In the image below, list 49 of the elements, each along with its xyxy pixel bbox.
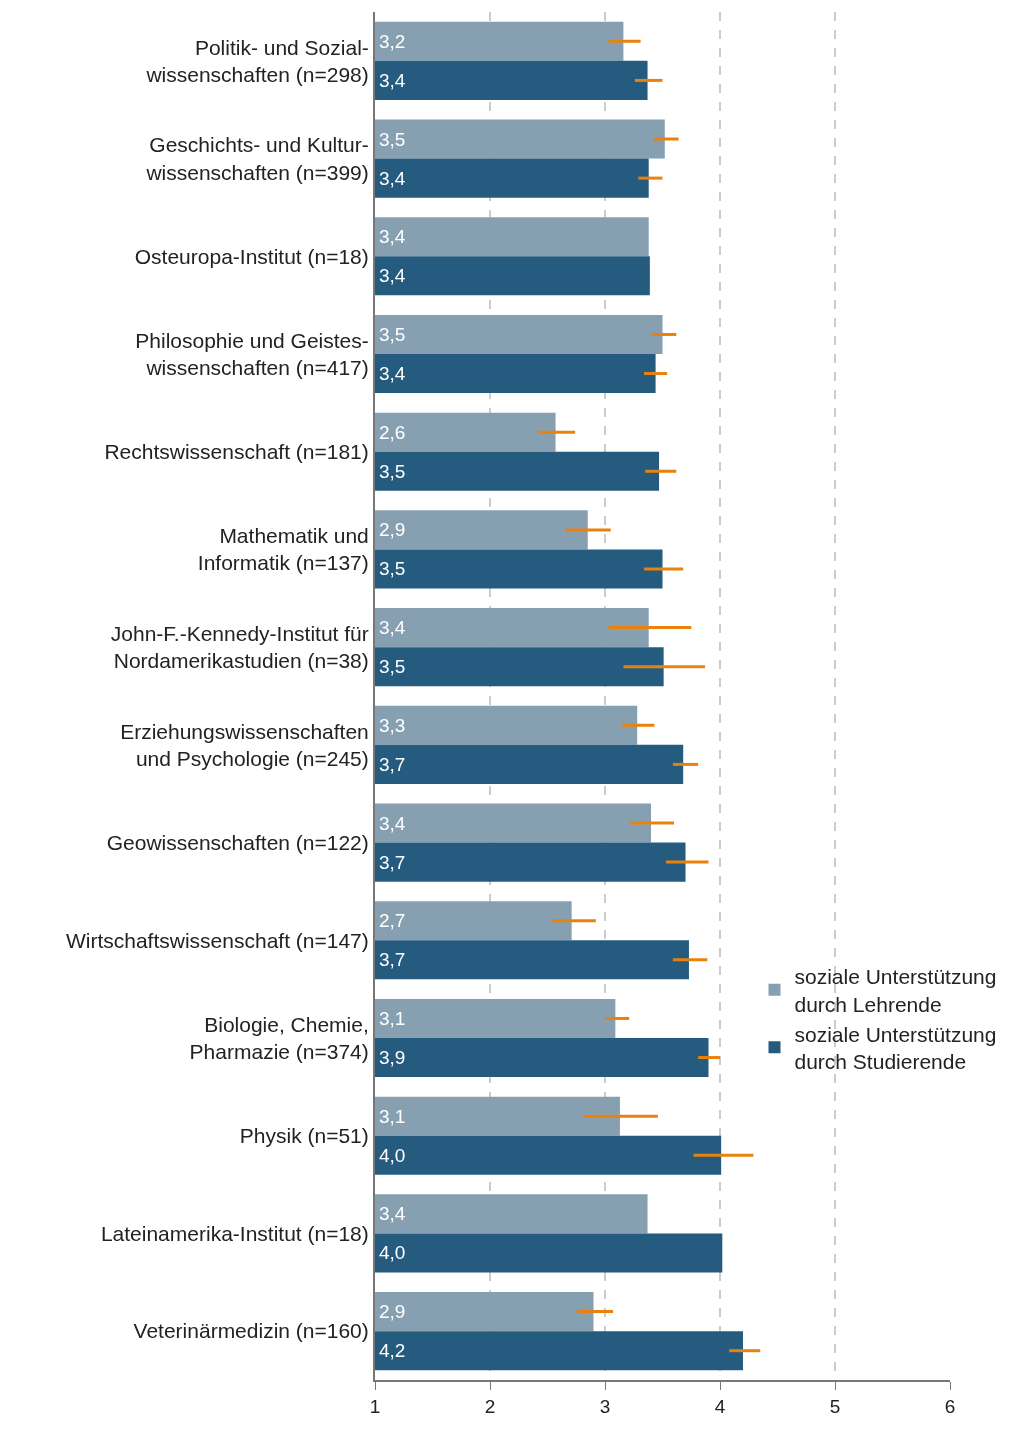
y-tick-label: Osteuropa-Institut (n=18) [134,244,369,268]
data-label: 2,6 [379,422,406,443]
x-tick-label: 6 [944,1395,956,1417]
x-tick-label: 1 [369,1395,381,1417]
x-tick-label: 2 [484,1395,496,1417]
data-label: 2,9 [379,1301,406,1322]
y-tick-label: Mathematik und Informatik (n=137) [197,524,369,575]
data-label: 3,4 [379,168,406,189]
data-label: 4,0 [379,1242,406,1263]
x-tick-label: 3 [599,1395,611,1417]
y-tick-label: Geschichts- und Kultur- wissenschaften (n=399) [145,133,369,184]
data-label: 3,5 [379,461,406,482]
data-label: 3,7 [379,949,406,970]
data-label: 3,4 [379,1203,406,1224]
data-label: 2,7 [379,910,406,931]
data-label: 3,7 [379,754,406,775]
y-tick-label: John-F.-Kennedy-Institut für Nordamerikastudien (n=38) [110,621,369,673]
data-label: 3,4 [379,813,406,834]
data-label: 3,5 [379,656,406,677]
x-tick-label: 5 [829,1395,841,1417]
y-tick-label: Lateinamerika-Institut (n=18) [100,1221,369,1245]
data-label: 3,4 [379,617,406,638]
data-label: 3,7 [379,852,406,873]
y-tick-label: Wirtschaftswissenschaft (n=147) [65,928,369,952]
y-tick-label: Erziehungswissenschaften und Psychologie (n=245) [120,719,369,770]
y-tick-label: Veterinärmedizin (n=160) [133,1319,369,1343]
data-label: 4,2 [379,1340,406,1361]
y-tick-label: Rechtswissenschaft (n=181) [104,440,369,464]
data-label: 3,1 [379,1008,406,1029]
data-label: 3,4 [379,226,406,247]
data-label: 3,5 [379,129,406,150]
legend-label: soziale Unterstützung durch Studierende [794,1022,997,1074]
data-label: 3,9 [379,1047,406,1068]
data-label: 3,1 [379,1106,406,1127]
data-label: 3,4 [379,70,406,91]
y-tick-label: Philosophie und Geistes- wissenschaften (n=417) [135,328,369,379]
data-label: 3,5 [379,324,406,345]
data-label: 3,2 [379,31,406,52]
data-label: 3,3 [379,715,406,736]
data-label: 3,5 [379,558,406,579]
y-tick-label: Politik- und Sozial- wissenschaften (n=298) [145,35,369,86]
data-label: 3,4 [379,363,406,384]
data-label: 4,0 [379,1145,406,1166]
y-tick-label: Physik (n=51) [239,1124,369,1148]
data-label: 2,9 [379,519,406,540]
x-tick-label: 4 [714,1395,726,1417]
y-tick-label: Biologie, Chemie, Pharmazie (n=374) [189,1012,369,1063]
y-tick-label: Geowissenschaften (n=122) [106,830,369,854]
data-label: 3,4 [379,265,406,286]
